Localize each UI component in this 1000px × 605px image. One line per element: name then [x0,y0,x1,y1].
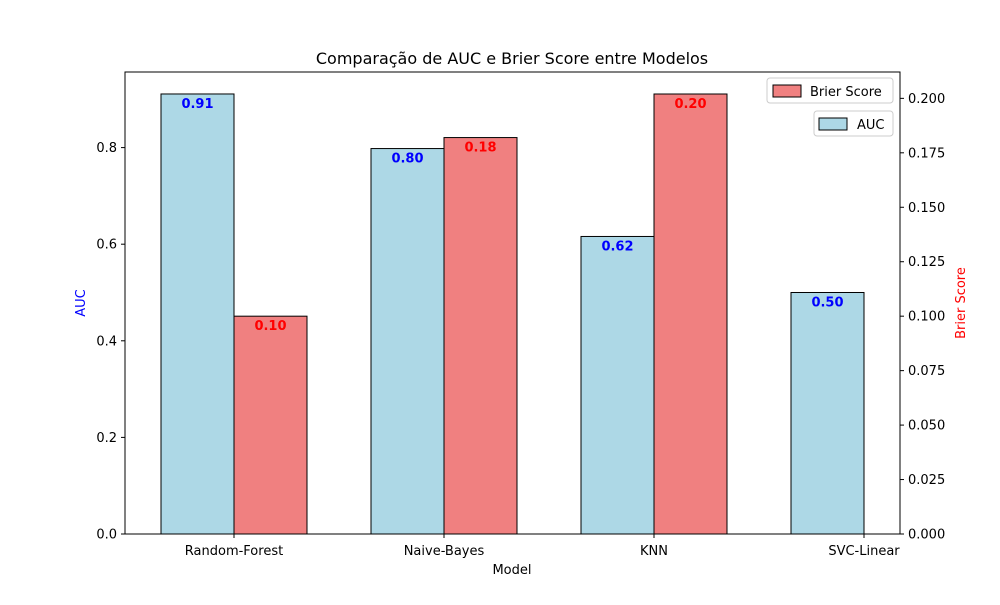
y-right-tick-label: 0.125 [908,255,945,270]
y-left-tick-label: 0.2 [96,431,117,446]
y-left-tick-label: 0.0 [96,528,117,543]
y-right-tick-label: 0.100 [908,310,945,325]
data-label-brier-score-random-forest: 0.10 [254,319,286,334]
bar-auc-naive-bayes [370,148,445,535]
data-label-brier-score-naive-bayes: 0.18 [464,141,496,156]
y-right-tick-label: 0.050 [908,419,945,434]
y-left-tick-label: 0.6 [96,238,117,253]
legend-auc-label: AUC [857,118,885,133]
data-label-auc-random-forest: 0.91 [181,97,213,112]
y-right-tick-label: 0.150 [908,201,945,216]
bars-layer [160,93,865,535]
chart-title: Comparação de AUC e Brier Score entre Mo… [316,49,708,68]
y-axis-left: 0.0 0.2 0.4 0.6 0.8 [96,141,125,543]
y-right-tick-label: 0.200 [908,92,945,107]
data-label-auc-svc-linear: 0.50 [811,295,843,310]
bar-auc-knn [580,235,655,535]
y-axis-right: 0.000 0.025 0.050 0.075 0.100 0.125 0.150 0.175… [900,92,945,543]
legend-brier-label: Brier Score [810,85,882,100]
y-right-tick-label: 0.175 [908,146,945,161]
y-left-tick-label: 0.8 [96,141,117,156]
data-label-auc-naive-bayes: 0.80 [391,152,423,167]
y-left-tick-label: 0.4 [96,334,117,349]
bar-auc-svc-linear [790,291,865,535]
y-axis-right-title: Brier Score [954,267,969,339]
legend-auc: AUC [813,110,894,137]
bar-auc-random-forest [160,93,235,535]
y-right-tick-label: 0.025 [908,473,945,488]
plot-frame [124,71,901,535]
x-axis: Random-Forest Naive-Bayes KNN SVC-Linear [185,534,900,559]
legend-brier: Brier Score [766,77,894,104]
data-label-auc-knn: 0.62 [601,239,633,254]
legend-auc-swatch [818,117,848,131]
x-tick-label-naive-bayes: Naive-Bayes [404,544,485,559]
bar-brier-score-naive-bayes [443,137,518,535]
bar-brier-score-knn [653,93,728,535]
x-tick-label-random-forest: Random-Forest [185,544,283,559]
data-labels-layer: 0.91 0.80 0.62 0.50 0.10 0.18 0.20 [181,97,843,334]
legend-brier-swatch [772,84,802,98]
y-right-tick-label: 0.075 [908,364,945,379]
bar-brier-score-random-forest [233,315,308,535]
data-label-brier-score-knn: 0.20 [674,97,706,112]
x-tick-label-svc-linear: SVC-Linear [828,544,900,559]
y-axis-left-title: AUC [74,289,89,317]
y-right-tick-label: 0.000 [908,528,945,543]
x-tick-label-knn: KNN [640,544,668,559]
x-axis-title: Model [492,563,531,578]
